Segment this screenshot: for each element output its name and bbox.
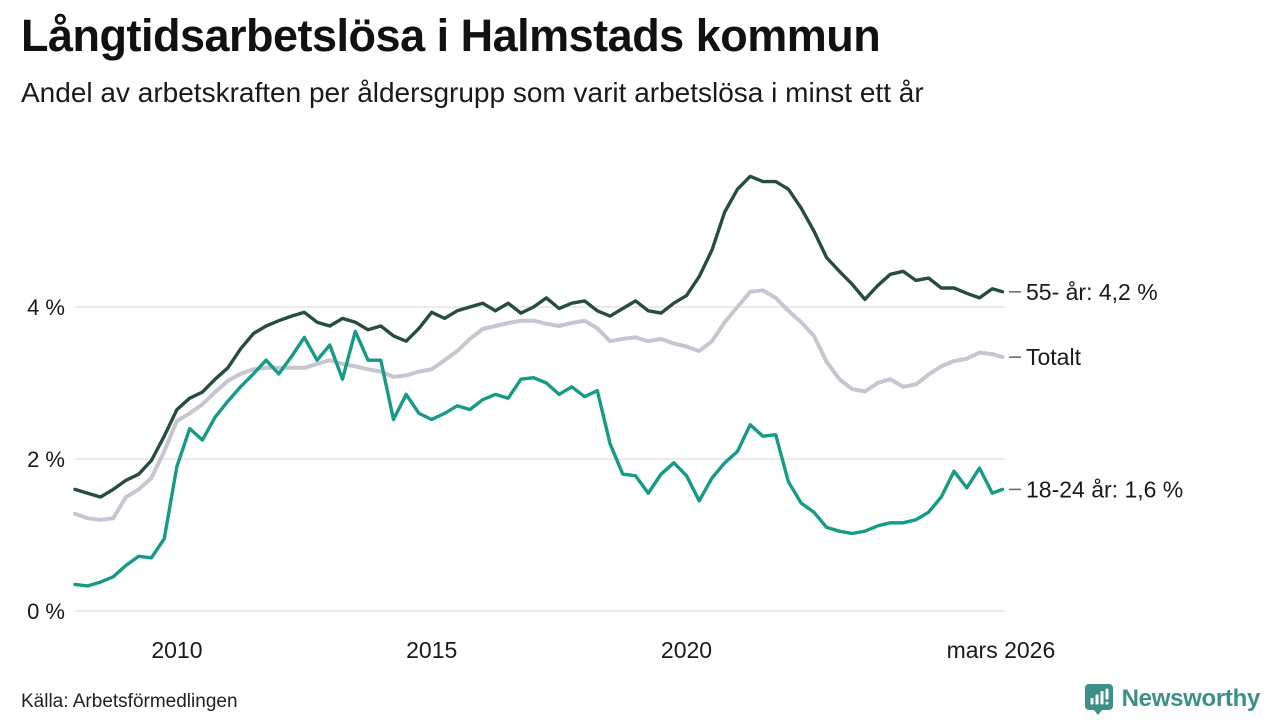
chart-header: Långtidsarbetslösa i Halmstads kommun An… — [21, 10, 1260, 109]
y-tick-label: 2 % — [27, 447, 65, 472]
y-tick-label: 4 % — [27, 295, 65, 320]
page-subtitle: Andel av arbetskraften per åldersgrupp s… — [21, 76, 924, 108]
x-tick-label: 2015 — [406, 637, 457, 663]
grid-layer — [75, 306, 1005, 612]
line-end-annotations: Totalt 55- år: 4,2 % 18-24 år: 1,6 % — [1009, 279, 1183, 502]
x-tick-label: mars 2026 — [947, 637, 1056, 663]
newsworthy-bubble-chart-icon — [1084, 684, 1113, 715]
newsworthy-wordmark: Newsworthy — [1121, 685, 1261, 712]
series-line-Totalt — [73, 288, 1005, 522]
series-end-label: Totalt — [1026, 344, 1082, 370]
newsworthy-logo: Newsworthy — [1084, 683, 1260, 715]
x-tick-label: 2010 — [151, 637, 202, 663]
series-line-18-24-år — [73, 329, 1005, 588]
series-line-55--år — [73, 174, 1005, 499]
y-tick-label: 0 % — [27, 599, 65, 624]
x-axis-labels: 2010 2015 2020 mars 2026 — [151, 637, 1055, 663]
series-end-label: 55- år: 4,2 % — [1026, 279, 1158, 305]
y-axis-labels: 0 % 2 % 4 % — [27, 295, 65, 624]
source-note: Källa: Arbetsförmedlingen — [21, 691, 238, 712]
series-end-label: 18-24 år: 1,6 % — [1026, 476, 1183, 502]
page-title: Långtidsarbetslösa i Halmstads kommun — [21, 10, 881, 61]
x-tick-label: 2020 — [661, 637, 712, 663]
series-layer — [73, 174, 1005, 588]
